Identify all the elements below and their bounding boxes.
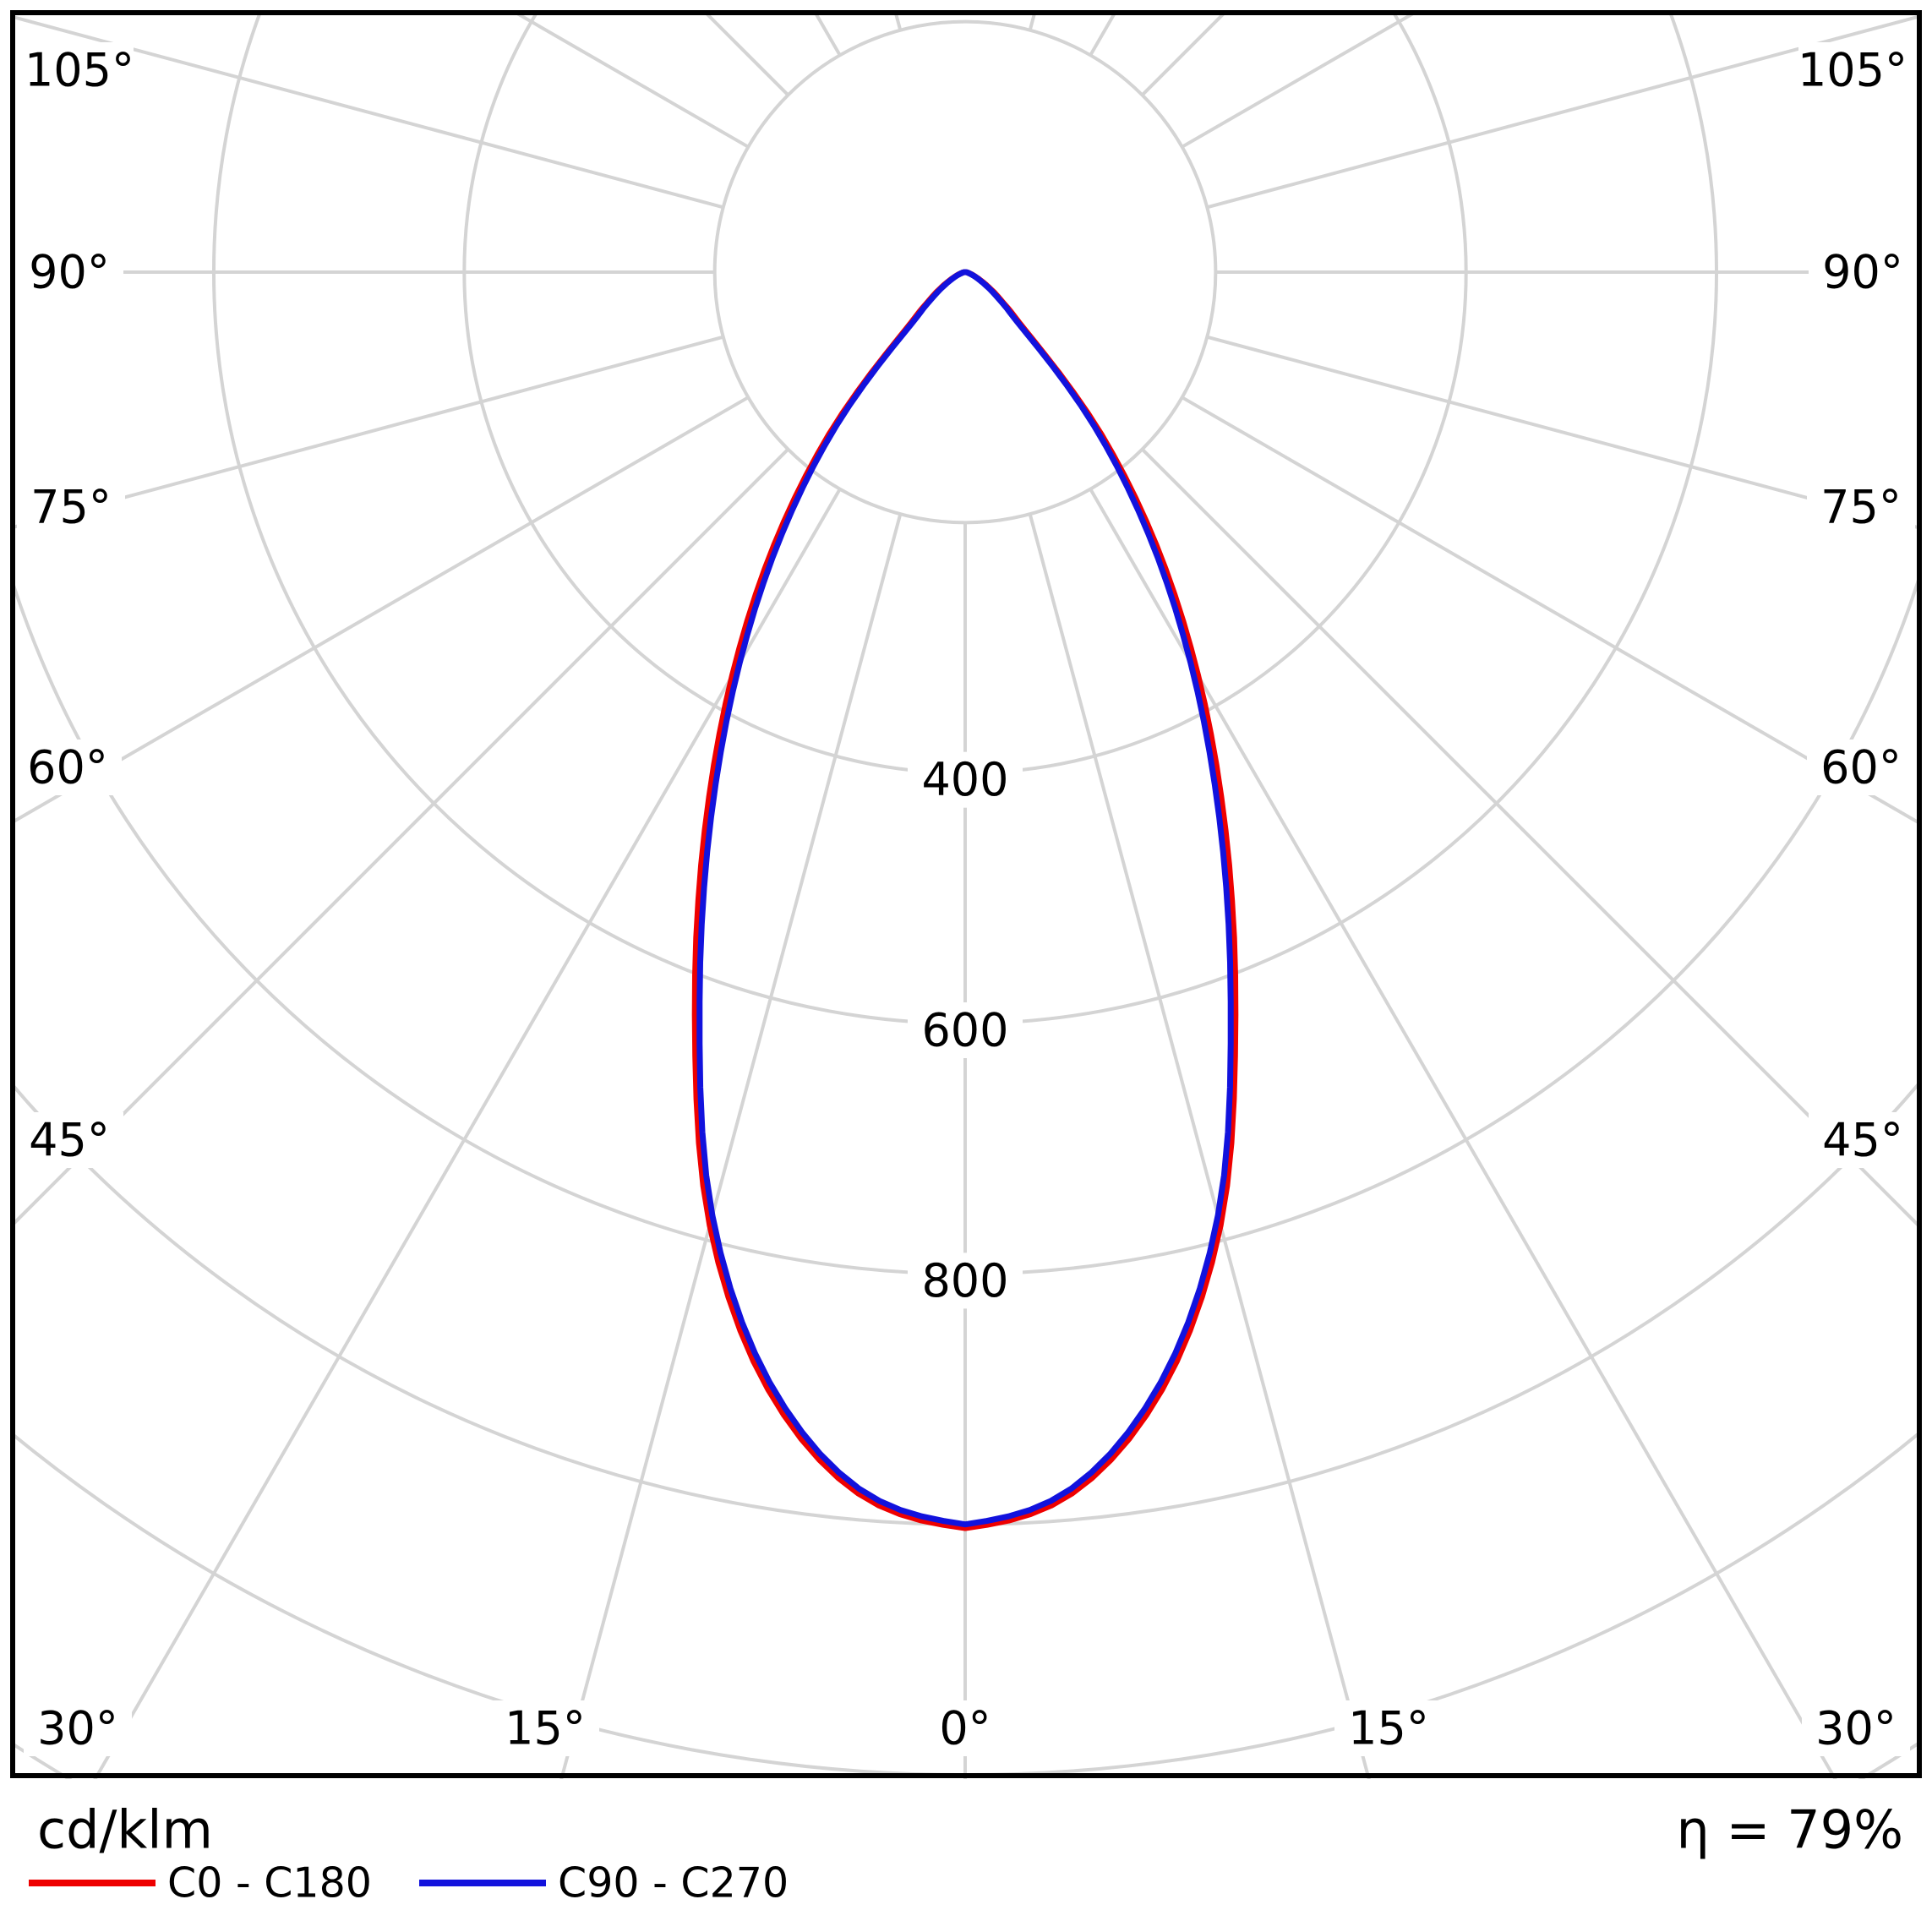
angle-label: 60° [27, 741, 108, 794]
angle-label-knockout [1798, 42, 1907, 98]
radial-tick-knockout [908, 1253, 1023, 1309]
angle-ray [11, 14, 724, 210]
angle-label: 30° [37, 1702, 118, 1755]
angle-ray [11, 396, 750, 826]
unit-label: cd/klm [37, 1799, 213, 1861]
angle-ray [11, 335, 724, 530]
angle-label: 45° [29, 1114, 110, 1167]
angle-label-knockout [1807, 479, 1915, 535]
radial-tick-knockout [908, 1002, 1023, 1059]
angle-label-knockout [14, 740, 122, 795]
angle-ray [1089, 488, 1837, 1779]
angle-label: 45° [1822, 1114, 1903, 1167]
legend-label-c90-c270: C90 - C270 [558, 1859, 789, 1907]
legend: C0 - C180 C90 - C270 [29, 1859, 789, 1907]
angle-label-knockout [1809, 1112, 1917, 1168]
angle-label-knockout [15, 244, 123, 300]
angle-label: 90° [29, 246, 110, 299]
angle-ray [1206, 14, 1921, 210]
angle-label-knockout [491, 1700, 599, 1756]
angle-label: 15° [505, 1702, 586, 1755]
angle-label-knockout [15, 1112, 123, 1168]
angle-ray [1141, 448, 1921, 1231]
angle-ray [1028, 513, 1371, 1779]
radial-tick-label: 600 [921, 1004, 1008, 1057]
angle-ray [559, 513, 903, 1779]
angle-label-knockout [24, 1700, 132, 1756]
axis-labels: 105° 90° 75° 60° 45° 30° 15° 0° 15° 30° 45° 60° 75° 9… [14, 42, 1917, 1756]
angle-ray [1181, 396, 1921, 827]
angle-label-knockout [911, 1700, 1019, 1756]
curve-c90-c270 [696, 269, 1234, 1528]
angle-ray [1206, 335, 1921, 531]
angle-label: 0° [939, 1702, 991, 1755]
angle-label: 90° [1822, 246, 1903, 299]
angle-label: 75° [1820, 481, 1902, 534]
angle-label-knockout [25, 42, 134, 98]
angle-label-knockout [1809, 244, 1917, 300]
angle-label-knockout [1807, 740, 1915, 795]
radial-tick-label: 800 [921, 1254, 1008, 1307]
angle-label: 105° [25, 44, 134, 97]
angle-label: 60° [1820, 741, 1902, 794]
intensity-curves [691, 269, 1239, 1531]
radial-tick-label: 400 [921, 753, 1008, 806]
angle-label: 105° [1798, 44, 1907, 97]
angle-label-knockout [1802, 1700, 1910, 1756]
angle-ray [93, 488, 842, 1779]
angle-label: 30° [1815, 1702, 1897, 1755]
angle-label: 75° [30, 481, 112, 534]
radial-tick-knockout [908, 751, 1023, 808]
chart-frame [10, 10, 1922, 1778]
angle-label: 15° [1348, 1702, 1429, 1755]
legend-label-c0-c180: C0 - C180 [167, 1859, 372, 1907]
angle-label-knockout [17, 479, 125, 535]
angle-ray [11, 448, 789, 1229]
angle-label-knockout [1334, 1700, 1443, 1756]
efficiency-label: η = 79% [1677, 1799, 1903, 1861]
